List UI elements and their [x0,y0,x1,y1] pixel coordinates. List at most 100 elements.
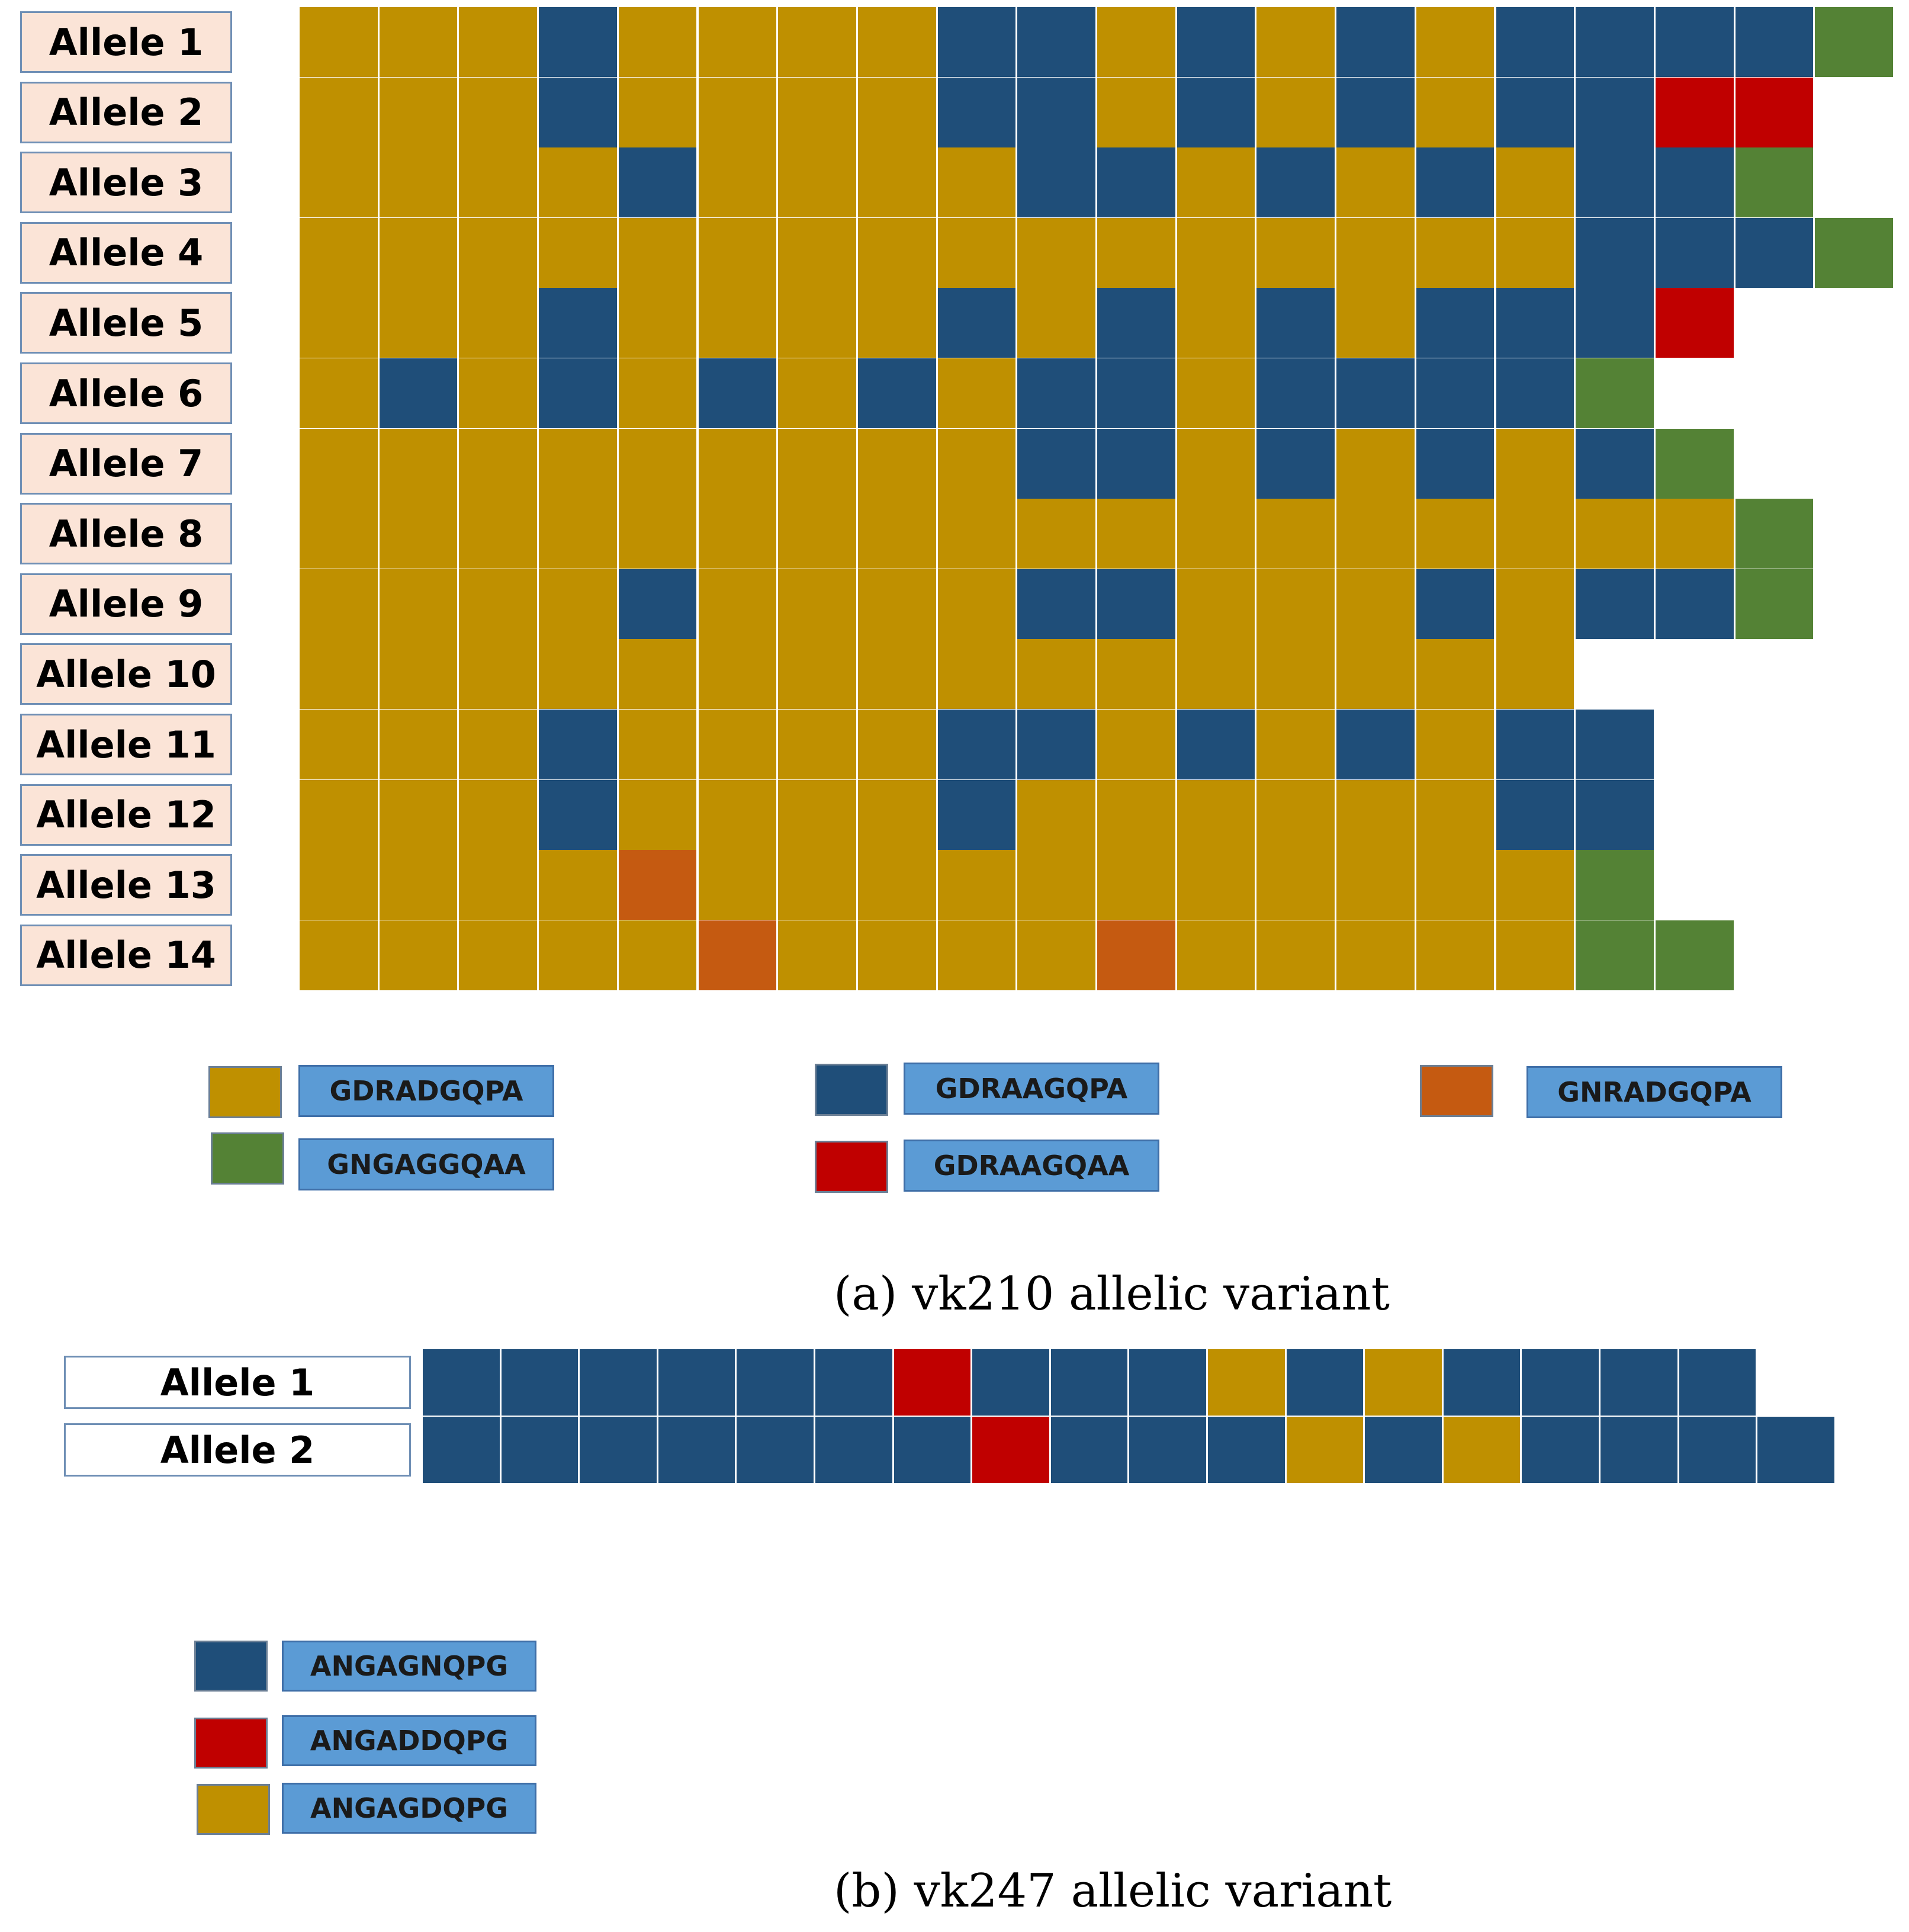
a-repeat-cell [1017,920,1095,990]
a-allele-label-4: Allele 4 [20,222,232,284]
a-repeat-cell [1256,428,1335,499]
a-repeat-cell [1655,569,1734,639]
a-repeat-cell [1336,77,1415,147]
a-allele-label-3: Allele 3 [20,152,232,214]
a-repeat-cell [1496,779,1574,850]
a-repeat-cell [1256,217,1335,288]
a-repeat-cell [778,7,856,77]
a-allele-label-5: Allele 5 [20,292,232,354]
a-legend-label-4: GDRAAGQAA [904,1140,1159,1192]
a-repeat-cell [1017,779,1095,850]
a-repeat-cell [300,288,378,358]
b-allele-label-2: Allele 2 [64,1423,411,1477]
a-repeat-cell [857,428,936,499]
a-repeat-cell [778,569,856,639]
a-repeat-cell [1416,358,1495,428]
a-repeat-cell [1576,358,1654,428]
a-repeat-cell [539,428,617,499]
b-repeat-cell [894,1417,971,1483]
a-repeat-cell [379,217,458,288]
a-repeat-cell [459,920,538,990]
b-repeat-cell [1443,1417,1521,1483]
a-repeat-cell [379,7,458,77]
a-repeat-cell [778,499,856,569]
b-legend-label-1: ANGAGNQPG [282,1641,536,1692]
a-repeat-cell [618,77,697,147]
a-repeat-cell [1017,77,1095,147]
a-allele-label-7: Allele 7 [20,432,232,495]
a-repeat-cell [1097,710,1175,779]
a-repeat-cell [459,358,538,428]
a-repeat-cell [1576,7,1654,77]
a-repeat-cell [857,147,936,218]
a-repeat-cell [459,217,538,288]
a-repeat-cell [1336,288,1415,358]
b-repeat-cell [737,1349,814,1416]
a-repeat-cell [1655,428,1734,499]
a-repeat-cell [1336,569,1415,639]
a-repeat-cell [1496,7,1574,77]
a-repeat-cell [300,77,378,147]
b-repeat-cell [1129,1349,1206,1416]
a-repeat-cell [1815,217,1893,288]
a-repeat-cell [1416,569,1495,639]
a-repeat-cell [1017,428,1095,499]
b-repeat-cell [972,1349,1049,1416]
b-repeat-cell [894,1349,971,1416]
a-repeat-cell [1576,569,1654,639]
a-repeat-cell [1655,7,1734,77]
a-repeat-cell [459,147,538,218]
a-repeat-cell [1576,779,1654,850]
a-repeat-cell [778,428,856,499]
b-repeat-cell [1365,1349,1442,1416]
a-repeat-cell [698,288,777,358]
a-repeat-cell [459,428,538,499]
a-repeat-cell [1177,428,1255,499]
a-repeat-cell [1017,850,1095,920]
a-repeat-cell [698,428,777,499]
a-repeat-cell [1177,217,1255,288]
a-repeat-cell [937,779,1016,850]
a-repeat-cell [1017,288,1095,358]
a-repeat-cell [937,288,1016,358]
a-repeat-cell [618,147,697,218]
a-allele-label-6: Allele 6 [20,362,232,424]
b-legend-swatch-3 [197,1784,270,1835]
a-repeat-cell [1017,569,1095,639]
a-repeat-cell [937,147,1016,218]
a-repeat-cell [857,850,936,920]
a-repeat-cell [1576,77,1654,147]
b-repeat-cell [1522,1349,1599,1416]
a-repeat-cell [1336,217,1415,288]
a-repeat-cell [1256,920,1335,990]
a-repeat-cell [1815,7,1893,77]
panel-a-caption: (a) vk210 allelic variant [834,1267,1390,1321]
a-legend-swatch-2 [211,1132,284,1185]
a-repeat-cell [1336,779,1415,850]
a-legend-label-1: GDRADGQPA [298,1065,554,1117]
a-repeat-cell [1576,288,1654,358]
a-repeat-cell [1256,7,1335,77]
a-allele-label-14: Allele 14 [20,924,232,986]
a-repeat-cell [778,850,856,920]
a-repeat-cell [1416,217,1495,288]
a-repeat-cell [1177,77,1255,147]
b-repeat-cell [580,1417,657,1483]
a-repeat-cell [857,639,936,710]
a-repeat-cell [1097,358,1175,428]
a-repeat-cell [379,569,458,639]
a-repeat-cell [778,920,856,990]
a-repeat-cell [1416,920,1495,990]
a-repeat-cell [1416,779,1495,850]
a-repeat-cell [698,77,777,147]
a-repeat-cell [1416,288,1495,358]
a-repeat-cell [539,710,617,779]
a-repeat-cell [379,77,458,147]
a-repeat-cell [1576,428,1654,499]
b-repeat-cell [1443,1349,1521,1416]
a-repeat-cell [618,7,697,77]
a-repeat-cell [937,217,1016,288]
a-repeat-cell [300,569,378,639]
a-repeat-cell [300,7,378,77]
